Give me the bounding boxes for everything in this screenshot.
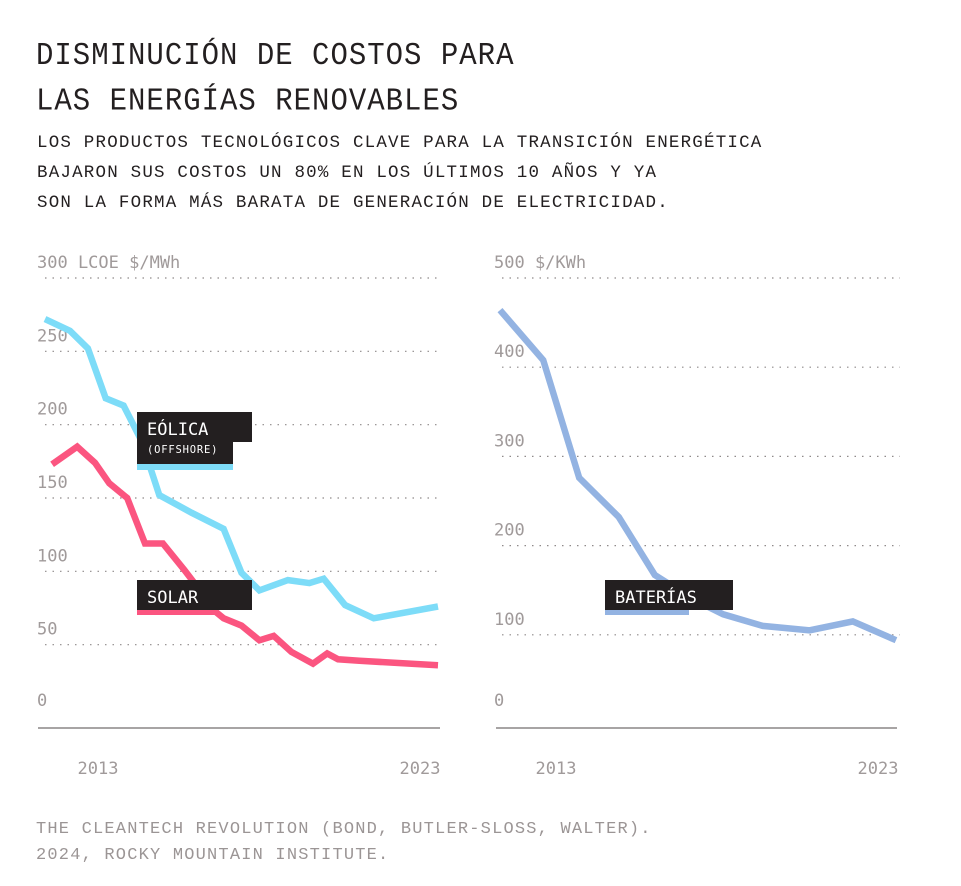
series-label-box <box>137 412 252 442</box>
y-tick-label: 100 <box>494 610 525 630</box>
y-tick-label: 500 $/KWh <box>494 253 586 273</box>
series-label-box <box>137 580 252 610</box>
y-tick-label: 200 <box>494 521 525 541</box>
y-tick-label: 0 <box>494 691 504 711</box>
series-color-swatch <box>137 464 233 470</box>
source-line-1: THE CLEANTECH REVOLUTION (BOND, BUTLER-S… <box>36 820 652 839</box>
y-tick-label: 150 <box>37 473 68 493</box>
x-tick-label: 2023 <box>858 759 899 779</box>
series-color-swatch <box>605 609 689 615</box>
subtitle-line-1: LOS PRODUCTOS TECNOLÓGICOS CLAVE PARA LA… <box>37 133 763 153</box>
title-line-2: LAS ENERGÍAS RENOVABLES <box>36 83 460 120</box>
series-label-baterias: BATERÍAS <box>605 580 733 615</box>
series-label-box-ext <box>137 441 233 466</box>
series-line-solar <box>50 442 439 669</box>
series-label-eolica: EÓLICA (OFFSHORE) <box>137 412 252 470</box>
series-name: BATERÍAS <box>615 586 697 608</box>
y-tick-label: 200 <box>37 400 68 420</box>
title-line-1: DISMINUCIÓN DE COSTOS PARA <box>36 38 515 74</box>
series-label-box <box>605 580 733 610</box>
series-label-solar: SOLAR <box>137 580 252 615</box>
y-tick-label: 0 <box>37 691 47 711</box>
series-color-swatch <box>137 609 219 615</box>
y-tick-label: 100 <box>37 546 68 566</box>
series-line-eolica <box>43 316 439 622</box>
source-note: THE CLEANTECH REVOLUTION (BOND, BUTLER-S… <box>36 817 652 869</box>
battery-chart: 0 100 200 300 400 500 $/KWh 2013 2023 BATERÍAS <box>494 253 900 779</box>
subtitle-line-3: SON LA FORMA MÁS BARATA DE GENERACIÓN DE… <box>37 193 669 213</box>
y-tick-label: 50 <box>37 620 57 640</box>
chart-subtitle: LOS PRODUCTOS TECNOLÓGICOS CLAVE PARA LA… <box>37 128 763 218</box>
x-tick-label: 2013 <box>78 759 119 779</box>
series-name: SOLAR <box>147 588 199 608</box>
series-sublabel: (OFFSHORE) <box>147 444 218 456</box>
lcoe-chart: 0 50 100 150 200 250 300 LCOE $/MWh 2013 2023 EÓL… <box>37 253 440 779</box>
x-tick-label: 2013 <box>536 759 577 779</box>
y-tick-label: 250 <box>37 326 68 346</box>
x-tick-label: 2023 <box>400 759 441 779</box>
y-tick-label: 400 <box>494 342 525 362</box>
series-name: EÓLICA <box>147 418 208 440</box>
y-tick-label: 300 LCOE $/MWh <box>37 253 180 273</box>
chart-title: DISMINUCIÓN DE COSTOS PARA LAS ENERGÍAS … <box>36 34 514 125</box>
source-line-2: 2024, ROCKY MOUNTAIN INSTITUTE. <box>36 846 390 865</box>
subtitle-line-2: BAJARON SUS COSTOS UN 80% EN LOS ÚLTIMOS… <box>37 163 658 183</box>
y-tick-label: 300 <box>494 431 525 451</box>
